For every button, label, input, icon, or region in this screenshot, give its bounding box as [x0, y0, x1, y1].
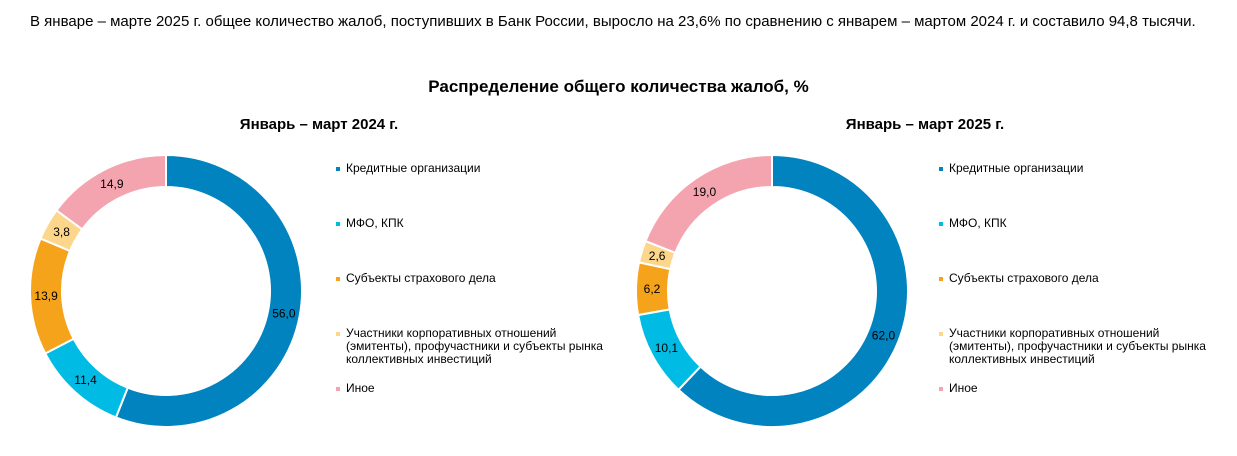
data-label-mfo: 10,1 — [655, 341, 679, 355]
data-label-mfo: 11,4 — [74, 373, 97, 387]
legend-label: Субъекты страхового дела — [949, 271, 1099, 285]
chart-title: Распределение общего количества жалоб, % — [428, 77, 809, 96]
legend-item-insurance: Субъекты страхового дела — [939, 272, 1209, 285]
slice-other — [55, 153, 167, 231]
slice-credit — [677, 153, 909, 428]
legend-item-credit: Кредитные организации — [939, 162, 1209, 175]
legend-swatch — [939, 387, 943, 391]
data-label-insurance: 13,9 — [34, 289, 58, 303]
legend-item-other: Иное — [939, 382, 1209, 395]
legend-swatch — [939, 332, 943, 336]
legend-item-mfo: МФО, КПК — [336, 217, 606, 230]
legend-label: Кредитные организации — [949, 161, 1084, 175]
legend-swatch — [336, 332, 340, 336]
legend-swatch — [336, 277, 340, 281]
legend-swatch — [336, 387, 340, 391]
data-label-credit: 62,0 — [872, 328, 896, 342]
legend-swatch — [336, 167, 340, 171]
legend-item-other: Иное — [336, 382, 606, 395]
legend-item-corporate: Участники корпоративных отношений (эмите… — [336, 327, 606, 366]
legend-swatch — [939, 167, 943, 171]
data-label-insurance: 6,2 — [644, 282, 661, 296]
data-label-corporate: 3,8 — [53, 225, 70, 239]
slice-credit — [114, 153, 303, 428]
legend-item-mfo: МФО, КПК — [939, 217, 1209, 230]
chart-subtitle-2025: Январь – март 2025 г. — [845, 116, 1005, 133]
legend-label: Иное — [949, 381, 978, 395]
legend-swatch — [939, 277, 943, 281]
legend-item-insurance: Субъекты страхового дела — [336, 272, 606, 285]
legend-label: Участники корпоративных отношений (эмите… — [949, 326, 1206, 366]
legend-label: МФО, КПК — [949, 216, 1007, 230]
legend-label: Участники корпоративных отношений (эмите… — [346, 326, 603, 366]
donut-chart-2025: 62,0 10,1 6,2 2,6 19,0 — [635, 153, 909, 428]
intro-text: В январе – марте 2025 г. общее количеств… — [30, 13, 1196, 30]
chart-subtitle-2024: Январь – март 2024 г. — [239, 116, 399, 133]
legend-label: Кредитные организации — [346, 161, 481, 175]
data-label-other: 14,9 — [100, 177, 124, 191]
donut-chart-2024: 56,0 11,4 13,9 3,8 14,9 — [29, 153, 303, 428]
legend-swatch — [336, 222, 340, 226]
data-label-other: 19,0 — [693, 185, 717, 199]
legend-label: Субъекты страхового дела — [346, 271, 496, 285]
legend-swatch — [939, 222, 943, 226]
legend-item-corporate: Участники корпоративных отношений (эмите… — [939, 327, 1209, 366]
slice-other — [644, 153, 773, 255]
legend-item-credit: Кредитные организации — [336, 162, 606, 175]
legend-label: Иное — [346, 381, 375, 395]
legend-label: МФО, КПК — [346, 216, 404, 230]
data-label-corporate: 2,6 — [649, 249, 666, 263]
data-label-credit: 56,0 — [272, 306, 296, 320]
